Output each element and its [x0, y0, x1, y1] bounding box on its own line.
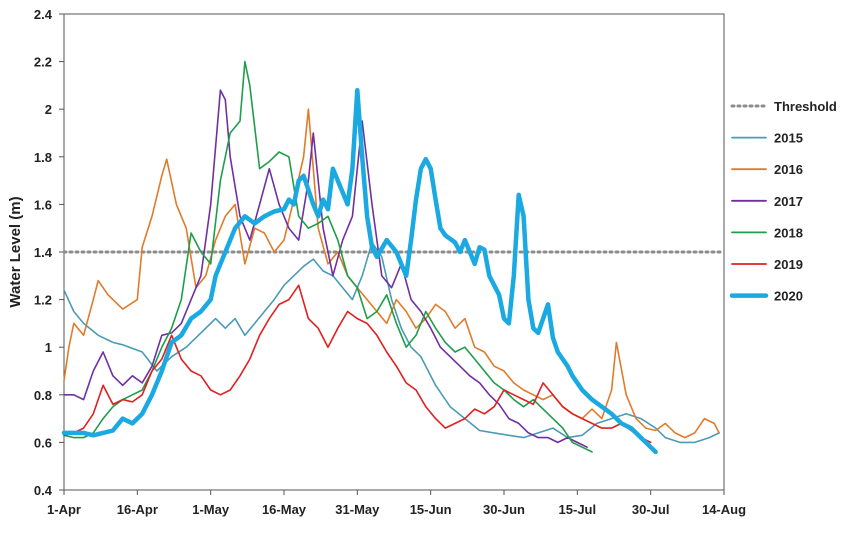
y-tick-label: 1.2	[34, 293, 52, 308]
legend-label: 2020	[774, 289, 803, 304]
y-tick-label: 2	[45, 102, 52, 117]
y-tick-label: 2.2	[34, 55, 52, 70]
series-line-2017	[63, 89, 588, 448]
x-tick-label: 15-Jul	[559, 502, 597, 517]
y-tick-label: 0.4	[34, 483, 53, 498]
legend-label: 2016	[774, 162, 803, 177]
y-tick-label: 2.4	[34, 7, 53, 22]
y-axis-ticks: 0.4 0.6 0.8 1 1.2 1.4 1.6 1.8 2 2.2 2.4	[34, 7, 64, 498]
y-tick-label: 1	[45, 340, 52, 355]
legend-label: 2018	[774, 225, 803, 240]
y-tick-label: 0.6	[34, 435, 52, 450]
x-tick-label: 30-Jul	[632, 502, 670, 517]
legend-label: Threshold	[774, 99, 837, 114]
x-tick-label: 30-Jun	[483, 502, 525, 517]
series-line-2018	[63, 60, 593, 453]
x-tick-label: 31-May	[335, 502, 380, 517]
legend: Threshold 2015 2016 2017 2018 2019 2020	[729, 99, 837, 304]
series-line-2019	[63, 284, 652, 444]
x-tick-label: 15-Jun	[410, 502, 452, 517]
series-lines	[61, 60, 720, 455]
legend-label: 2017	[774, 194, 803, 209]
series-line-2016	[63, 108, 720, 439]
series-line-2020	[61, 87, 658, 455]
x-axis-ticks: 1-Apr 16-Apr 1-May 16-May 31-May 15-Jun 30-Jun…	[47, 490, 746, 517]
x-tick-label: 16-May	[262, 502, 307, 517]
x-tick-label: 1-May	[192, 502, 230, 517]
x-tick-label: 14-Aug	[702, 502, 746, 517]
legend-label: 2019	[774, 257, 803, 272]
y-axis-title: Water Level (m)	[7, 196, 24, 307]
y-tick-label: 1.6	[34, 197, 52, 212]
legend-label: 2015	[774, 131, 803, 146]
y-tick-label: 1.8	[34, 150, 52, 165]
y-tick-label: 0.8	[34, 388, 52, 403]
x-tick-label: 16-Apr	[117, 502, 158, 517]
series-line-2015	[63, 241, 720, 444]
x-tick-label: 1-Apr	[47, 502, 81, 517]
y-tick-label: 1.4	[34, 245, 53, 260]
